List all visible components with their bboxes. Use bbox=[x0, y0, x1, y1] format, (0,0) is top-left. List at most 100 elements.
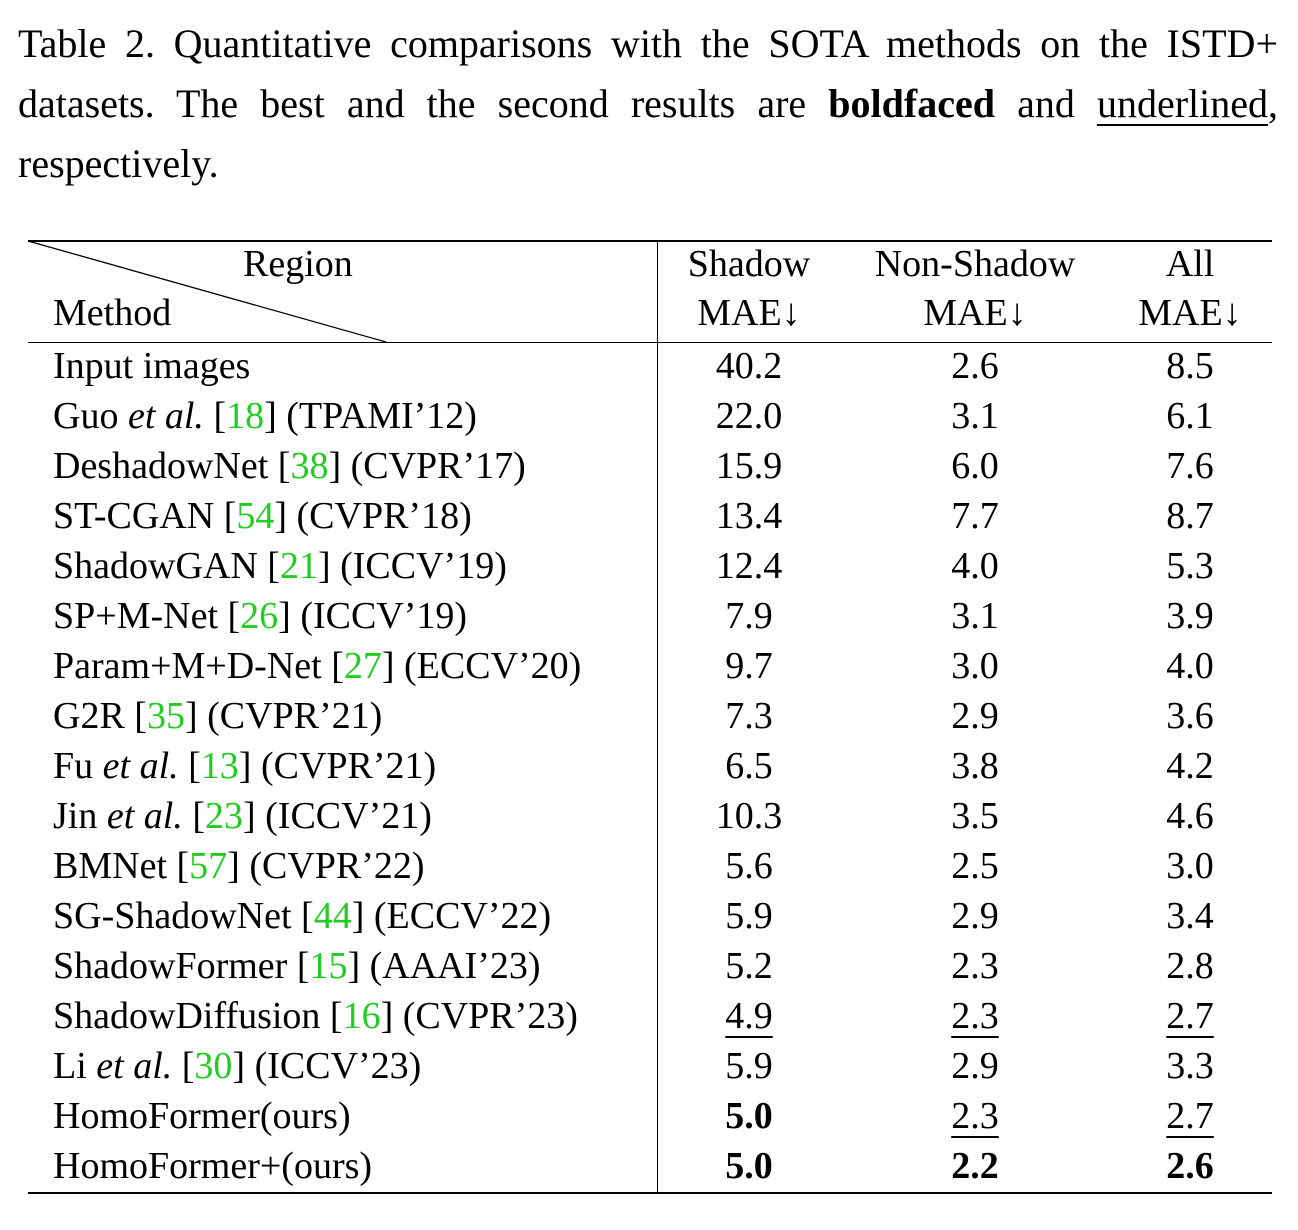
method-name: ST-CGAN bbox=[53, 495, 215, 537]
all-mae-cell: 2.6 bbox=[1110, 1143, 1270, 1189]
method-venue: (TPAMI’12) bbox=[286, 395, 477, 437]
citation-link[interactable]: 38 bbox=[290, 445, 329, 487]
method-name: Param+M+D-Net bbox=[53, 645, 322, 687]
shadow-mae-cell: 22.0 bbox=[668, 393, 830, 439]
mae-value: 2.3 bbox=[951, 995, 999, 1037]
method-venue: (ECCV’22) bbox=[373, 895, 552, 937]
method-name: SP+M-Net bbox=[53, 595, 219, 637]
citation-link[interactable]: 44 bbox=[313, 895, 352, 937]
mae-value: 12.4 bbox=[715, 545, 783, 587]
mae-value: 2.8 bbox=[1166, 945, 1214, 987]
method-venue: (CVPR’21) bbox=[260, 745, 437, 787]
shadow-mae-cell: 5.9 bbox=[668, 1043, 830, 1089]
all-mae-cell: 2.8 bbox=[1110, 943, 1270, 989]
mae-value: 2.5 bbox=[951, 845, 999, 887]
table-row: DeshadowNet [38] (CVPR’17) 15.9 6.0 7.6 bbox=[0, 443, 1298, 493]
method-etal: et al. bbox=[106, 795, 183, 837]
shadow-mae-cell: 15.9 bbox=[668, 443, 830, 489]
method-venue: (ICCV’19) bbox=[340, 545, 507, 587]
method-name: ShadowFormer bbox=[53, 945, 288, 987]
mae-value: 5.6 bbox=[725, 845, 773, 887]
non-shadow-mae-cell: 2.3 bbox=[856, 943, 1094, 989]
citation-link[interactable]: 26 bbox=[240, 595, 279, 637]
citation-link[interactable]: 13 bbox=[200, 745, 239, 787]
mae-value: 40.2 bbox=[715, 345, 783, 387]
mae-value: 5.9 bbox=[725, 1045, 773, 1087]
method-cell: HomoFormer+(ours) bbox=[53, 1143, 372, 1189]
method-name: DeshadowNet bbox=[53, 445, 269, 487]
table-row: ShadowDiffusion [16] (CVPR’23) 4.9 2.3 2.7 bbox=[0, 993, 1298, 1043]
non-shadow-mae-cell: 2.6 bbox=[856, 343, 1094, 389]
table-row: Li et al. [30] (ICCV’23) 5.9 2.9 3.3 bbox=[0, 1043, 1298, 1093]
all-mae-cell: 3.6 bbox=[1110, 693, 1270, 739]
non-shadow-mae-cell: 2.2 bbox=[856, 1143, 1094, 1189]
non-shadow-mae-cell: 2.9 bbox=[856, 693, 1094, 739]
mae-value: 2.9 bbox=[951, 895, 999, 937]
mae-value: 4.0 bbox=[951, 545, 999, 587]
citation-link[interactable]: 21 bbox=[279, 545, 318, 587]
mae-value: 6.5 bbox=[725, 745, 773, 787]
citation-link[interactable]: 30 bbox=[194, 1045, 233, 1087]
method-name: HomoFormer+(ours) bbox=[53, 1145, 373, 1187]
table-row: G2R [35] (CVPR’21) 7.3 2.9 3.6 bbox=[0, 693, 1298, 743]
method-cell: Jin et al. [23] (ICCV’21) bbox=[53, 795, 432, 837]
caption-middle: and bbox=[994, 81, 1097, 126]
table-bottom-rule bbox=[28, 1192, 1272, 1194]
all-mae-cell: 4.2 bbox=[1110, 743, 1270, 789]
mae-value: 9.7 bbox=[725, 645, 773, 687]
mae-value: 2.7 bbox=[1166, 1095, 1214, 1137]
shadow-mae-cell: 10.3 bbox=[668, 793, 830, 839]
citation-link[interactable]: 23 bbox=[205, 795, 243, 837]
shadow-mae-cell: 5.6 bbox=[668, 843, 830, 889]
mae-value: 10.3 bbox=[715, 795, 783, 837]
all-mae-cell: 2.7 bbox=[1110, 993, 1270, 1039]
all-mae-cell: 3.4 bbox=[1110, 893, 1270, 939]
non-shadow-mae-cell: 6.0 bbox=[856, 443, 1094, 489]
citation-link[interactable]: 57 bbox=[189, 845, 228, 887]
mae-value: 3.1 bbox=[951, 395, 999, 437]
non-shadow-mae-cell: 2.3 bbox=[856, 1093, 1094, 1139]
mae-value: 2.7 bbox=[1166, 995, 1214, 1037]
mae-value: 7.9 bbox=[725, 595, 773, 637]
citation-link[interactable]: 16 bbox=[342, 995, 381, 1037]
table-row: Fu et al. [13] (CVPR’21) 6.5 3.8 4.2 bbox=[0, 743, 1298, 793]
citation-link[interactable]: 27 bbox=[343, 645, 382, 687]
method-venue: (ICCV’19) bbox=[300, 595, 468, 637]
mae-value: 8.7 bbox=[1166, 495, 1214, 537]
table-row: ST-CGAN [54] (CVPR’18) 13.4 7.7 8.7 bbox=[0, 493, 1298, 543]
mae-value: 3.3 bbox=[1166, 1045, 1214, 1087]
mae-value: 7.7 bbox=[951, 495, 999, 537]
shadow-mae-cell: 7.9 bbox=[668, 593, 830, 639]
method-etal: et al. bbox=[96, 1045, 173, 1087]
method-cell: ShadowFormer [15] (AAAI’23) bbox=[53, 945, 541, 987]
shadow-mae-cell: 13.4 bbox=[668, 493, 830, 539]
column-header-shadow: Shadow MAE↓ bbox=[668, 240, 830, 338]
citation-link[interactable]: 54 bbox=[236, 495, 275, 537]
mae-value: 3.8 bbox=[951, 745, 999, 787]
method-cell: Input images bbox=[53, 343, 250, 389]
mae-value: 2.9 bbox=[951, 1045, 999, 1087]
citation-link[interactable]: 15 bbox=[309, 945, 348, 987]
method-cell: BMNet [57] (CVPR’22) bbox=[53, 845, 425, 887]
header-diagonal-line bbox=[27, 240, 387, 343]
table-row: ShadowGAN [21] (ICCV’19) 12.4 4.0 5.3 bbox=[0, 543, 1298, 593]
citation-link[interactable]: 35 bbox=[146, 695, 185, 737]
method-cell: HomoFormer(ours) bbox=[53, 1093, 351, 1139]
method-venue: (CVPR’17) bbox=[350, 445, 526, 487]
mae-value: 4.6 bbox=[1166, 795, 1214, 837]
citation-link[interactable]: 18 bbox=[226, 395, 265, 437]
method-name: SG-ShadowNet bbox=[53, 895, 292, 937]
table-row: Input images 40.2 2.6 8.5 bbox=[0, 343, 1298, 393]
all-mae-cell: 4.0 bbox=[1110, 643, 1270, 689]
all-mae-cell: 6.1 bbox=[1110, 393, 1270, 439]
method-name: ShadowGAN bbox=[53, 545, 258, 587]
non-shadow-mae-cell: 2.9 bbox=[856, 893, 1094, 939]
table-row: Guo et al. [18] (TPAMI’12) 22.0 3.1 6.1 bbox=[0, 393, 1298, 443]
all-mae-cell: 5.3 bbox=[1110, 543, 1270, 589]
table-row: HomoFormer+(ours) 5.0 2.2 2.6 bbox=[0, 1143, 1298, 1193]
method-cell: ShadowGAN [21] (ICCV’19) bbox=[53, 545, 507, 587]
table-row: ShadowFormer [15] (AAAI’23) 5.2 2.3 2.8 bbox=[0, 943, 1298, 993]
shadow-mae-cell: 9.7 bbox=[668, 643, 830, 689]
table-body: Input images 40.2 2.6 8.5 Guo et al. [18] (T… bbox=[0, 343, 1298, 1193]
table-row: Jin et al. [23] (ICCV’21) 10.3 3.5 4.6 bbox=[0, 793, 1298, 843]
